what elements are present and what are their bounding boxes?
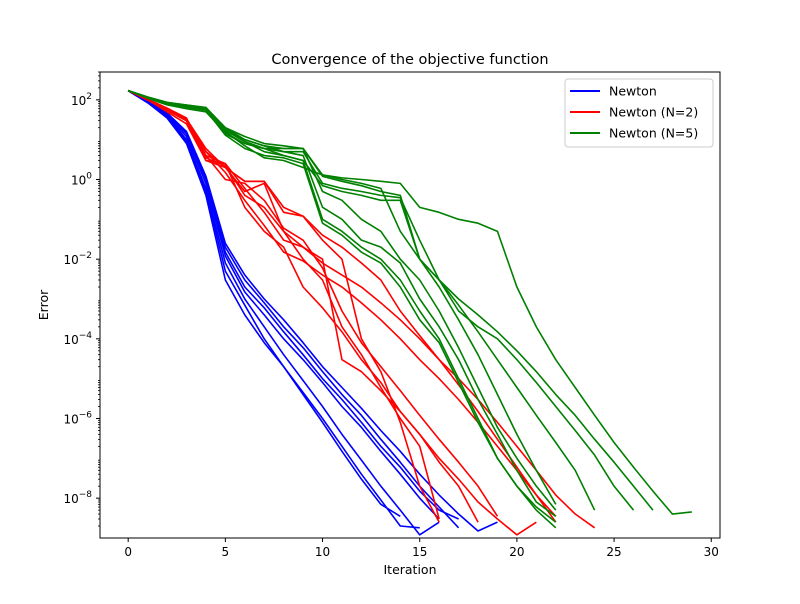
series-line-1 xyxy=(127,89,420,529)
y-tick-label: 10−8 xyxy=(63,490,92,506)
series-line-2 xyxy=(127,89,440,536)
series-line-3 xyxy=(127,89,440,520)
series-line-16 xyxy=(127,89,557,529)
legend: Newton Newton (N=2) Newton (N=5) xyxy=(564,78,714,148)
series-line-10 xyxy=(127,89,440,523)
series-line-6 xyxy=(127,89,498,532)
x-tick-label: 15 xyxy=(412,545,427,559)
legend-label-newton-n5: Newton (N=5) xyxy=(609,126,698,141)
series-layer xyxy=(127,89,692,536)
x-tick-label: 25 xyxy=(606,545,621,559)
plot-frame xyxy=(99,71,721,539)
series-line-13 xyxy=(127,89,557,517)
y-tick-label: 100 xyxy=(71,172,92,188)
x-axis-label: Iteration xyxy=(383,562,436,577)
chart-title: Convergence of the objective function xyxy=(271,52,548,68)
legend-label-newton: Newton xyxy=(609,84,657,99)
series-line-21 xyxy=(127,89,635,511)
series-line-14 xyxy=(127,89,596,529)
x-tick-label: 20 xyxy=(509,545,524,559)
y-tick-label: 102 xyxy=(71,92,92,108)
y-tick-label: 10−6 xyxy=(63,411,92,427)
x-tick-label: 0 xyxy=(124,545,132,559)
x-tick-label: 30 xyxy=(704,545,719,559)
legend-box xyxy=(564,78,714,148)
y-tick-label: 10−2 xyxy=(63,251,92,267)
series-line-0 xyxy=(127,89,401,518)
series-line-15 xyxy=(127,89,557,523)
x-tick-label: 10 xyxy=(315,545,330,559)
x-tick-label: 5 xyxy=(222,545,230,559)
series-line-23 xyxy=(127,89,692,515)
y-tick-label: 10−4 xyxy=(63,331,92,347)
legend-label-newton-n2: Newton (N=2) xyxy=(609,105,698,120)
y-axis-label: Error xyxy=(36,289,51,320)
